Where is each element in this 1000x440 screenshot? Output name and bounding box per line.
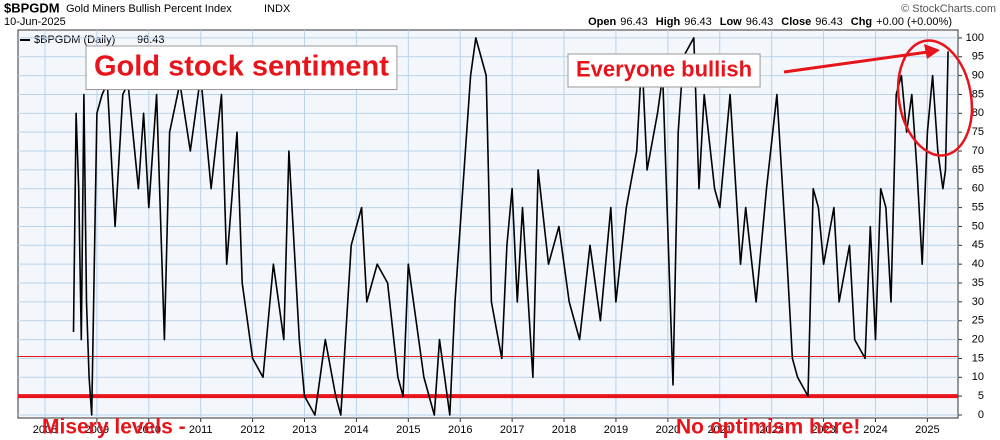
- x-tick-label: 2016: [448, 424, 472, 436]
- y-tick-label: 5: [978, 390, 984, 402]
- y-tick-label: 60: [972, 183, 984, 195]
- annotation-text: Everyone bullish: [576, 56, 752, 81]
- y-tick-label: 100: [966, 32, 984, 44]
- y-tick-label: 30: [972, 296, 984, 308]
- symbol: $BPGDM: [4, 0, 60, 15]
- y-tick-label: 55: [972, 202, 984, 214]
- x-tick-label: 2013: [292, 424, 316, 436]
- y-tick-label: 25: [972, 315, 984, 327]
- legend-entry: $BPGDM (Daily): [34, 34, 115, 46]
- date: 10-Jun-2025: [4, 16, 66, 28]
- x-tick-label: 2023: [811, 424, 835, 436]
- y-tick-label: 35: [972, 277, 984, 289]
- source: © StockCharts.com: [901, 3, 996, 15]
- x-tick-label: 2018: [552, 424, 576, 436]
- annotation: Misery levels -: [42, 415, 186, 438]
- y-tick-label: 80: [972, 107, 984, 119]
- y-tick-label: 90: [972, 70, 984, 82]
- annotation: Everyone bullish: [567, 53, 761, 88]
- y-tick-label: 10: [972, 371, 984, 383]
- quote-label: Open: [588, 16, 616, 28]
- annotation-box: [85, 45, 398, 90]
- x-tick-label: 2017: [500, 424, 524, 436]
- quote-value: 96.43: [684, 16, 712, 28]
- quote-label: High: [656, 16, 681, 28]
- y-tick-label: 65: [972, 164, 984, 176]
- y-tick-label: 50: [972, 220, 984, 232]
- x-tick-label: 2014: [344, 424, 368, 436]
- annotation-text: Misery levels -: [42, 415, 186, 438]
- annotation: No optimism here!: [676, 415, 860, 438]
- x-tick-label: 2019: [604, 424, 628, 436]
- x-tick-label: 2010: [137, 424, 161, 436]
- arrow-head: [924, 44, 940, 59]
- exchange: INDX: [264, 3, 291, 15]
- y-tick-label: 40: [972, 258, 984, 270]
- y-tick-label: 75: [972, 126, 984, 138]
- y-tick-label: 95: [972, 51, 984, 63]
- annotation-text: Gold stock sentiment: [94, 50, 389, 82]
- y-tick-label: 20: [972, 333, 984, 345]
- x-tick-label: 2024: [863, 424, 887, 436]
- x-tick-label: 2020: [656, 424, 680, 436]
- quote-value: 96.43: [815, 16, 843, 28]
- highlight-ellipse: [896, 39, 974, 157]
- y-tick-label: 15: [972, 352, 984, 364]
- chart-title: Gold Miners Bullish Percent Index: [66, 3, 232, 15]
- annotation-box: [567, 53, 761, 88]
- data-line: [72, 37, 949, 416]
- y-tick-label: 85: [972, 88, 984, 100]
- y-tick-label: 0: [978, 409, 984, 421]
- x-tick-label: 2022: [759, 424, 783, 436]
- legend-value: 96.43: [137, 34, 165, 46]
- x-tick-label: 2008: [33, 424, 57, 436]
- x-tick-label: 2012: [240, 424, 264, 436]
- quote-label: Close: [781, 16, 811, 28]
- x-tick-label: 2009: [85, 424, 109, 436]
- x-tick-label: 2011: [189, 424, 213, 436]
- quote-label: Low: [720, 16, 742, 28]
- x-tick-label: 2015: [396, 424, 420, 436]
- quote-value: +0.00 (+0.00%): [876, 16, 952, 28]
- quote: +0.00 (+0.00%) Chg 96.43 Close 96.43 Low 96.43…: [588, 16, 952, 28]
- quote-value: 96.43: [746, 16, 774, 28]
- quote-value: 96.43: [620, 16, 648, 28]
- x-tick-label: 2025: [915, 424, 939, 436]
- quote-label: Chg: [851, 16, 872, 28]
- y-tick-label: 45: [972, 239, 984, 251]
- annotation-text: No optimism here!: [676, 415, 860, 438]
- arrow: [783, 50, 929, 74]
- annotation: Gold stock sentiment: [85, 45, 398, 90]
- y-tick-label: 70: [972, 145, 984, 157]
- x-tick-label: 2021: [708, 424, 732, 436]
